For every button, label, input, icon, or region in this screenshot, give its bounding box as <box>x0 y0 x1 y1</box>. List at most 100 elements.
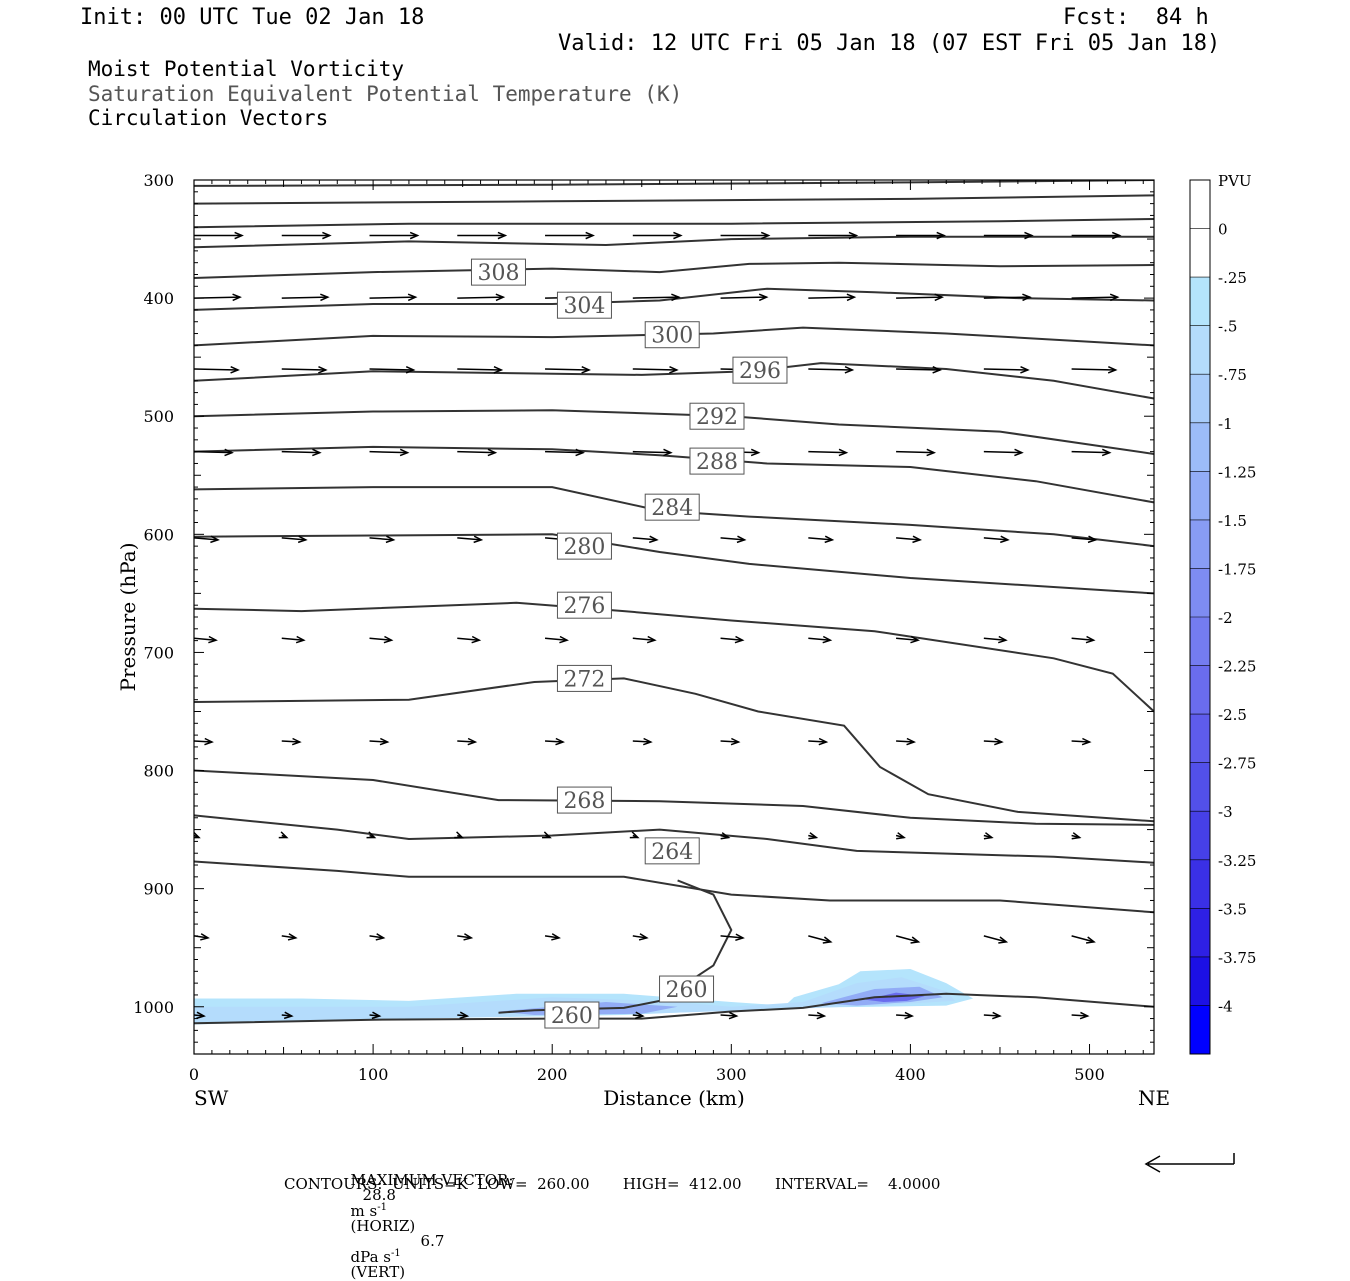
pv-shade-1 <box>194 977 956 1023</box>
contour-label: 304 <box>556 291 612 319</box>
contour-label-box <box>644 321 700 349</box>
contour-label-box <box>556 786 612 814</box>
x-tick-label: 500 <box>1074 1065 1105 1084</box>
vector-head <box>291 737 302 746</box>
vector-shaft <box>281 368 326 371</box>
contour-label-box <box>556 591 612 619</box>
vector-arrow <box>632 1011 645 1020</box>
vector-arrow <box>808 737 829 746</box>
vector-shaft <box>281 935 296 939</box>
vector-arrow <box>808 231 859 240</box>
colorbar-swatch <box>1190 180 1210 230</box>
vector-arrow <box>632 448 673 457</box>
vector-arrow <box>1071 737 1092 746</box>
vector-shaft <box>457 368 502 371</box>
vector-arrow <box>454 831 465 839</box>
vector-shaft <box>808 368 853 371</box>
contour-label: 308 <box>470 258 526 286</box>
vector-head <box>1081 737 1092 746</box>
colorbar-swatch <box>1190 519 1210 569</box>
vector-head <box>495 293 506 302</box>
vector-head <box>375 933 386 941</box>
vector-arrow <box>896 448 937 457</box>
vector-head <box>542 831 552 839</box>
colorbar-title: PVU <box>1218 172 1252 190</box>
vector-shaft <box>808 537 833 541</box>
plot-border <box>193 179 1155 1055</box>
contour-label-text: 260 <box>551 1004 593 1029</box>
vector-arrow <box>1071 935 1096 944</box>
x-axis-label: Distance (km) <box>603 1086 745 1110</box>
vector-arrow <box>632 635 657 644</box>
vector-arrow <box>983 293 1032 302</box>
vector-head <box>734 635 745 644</box>
vector-shaft <box>281 296 328 299</box>
y-axis-label: Pressure (hPa) <box>116 542 140 692</box>
vector-shaft <box>369 296 416 299</box>
vector-shaft <box>1071 450 1110 454</box>
colorbar-swatch <box>1190 374 1210 424</box>
horiz-tag: (HORIZ) <box>350 1217 416 1235</box>
vector-arrow <box>808 1011 827 1020</box>
vector-head <box>459 1011 470 1020</box>
vector-arrow <box>720 1011 739 1020</box>
colorbar-swatch <box>1190 714 1210 764</box>
contour-label-text: 304 <box>563 294 605 319</box>
colorbar-label: -2 <box>1218 609 1233 627</box>
vector-shaft <box>983 935 1007 943</box>
vector-arrow <box>1071 535 1098 544</box>
vector-head <box>648 535 659 544</box>
contour-label-text: 288 <box>696 450 738 475</box>
vector-arrow <box>632 293 681 302</box>
vector-head <box>844 366 855 374</box>
vector-head <box>838 448 849 457</box>
vector-arrow <box>281 366 328 374</box>
contour-label-box <box>556 664 612 692</box>
vector-head <box>463 933 474 941</box>
contour-label: 300 <box>644 321 700 349</box>
x-tick-label: 200 <box>537 1065 568 1084</box>
vector-head <box>1087 535 1098 544</box>
vector-arrow <box>544 933 561 941</box>
vector-arrow <box>369 737 390 746</box>
vector-arrow <box>545 366 591 374</box>
vector-arrow <box>457 1011 470 1020</box>
colorbar-swatch <box>1190 568 1210 618</box>
y-tick-label: 700 <box>143 643 174 662</box>
colorbar: PVU 0 -.25 -.5 -.75 -1 -1.25 -1.5 -1.75 -2 -2.25 -2… <box>1189 172 1256 1055</box>
theta-contour-14 <box>194 769 1154 826</box>
vector-head <box>551 933 561 941</box>
vector-arrow <box>983 1011 1002 1020</box>
vector-head <box>818 737 829 746</box>
vector-shaft <box>545 450 584 454</box>
vector-head <box>399 448 410 457</box>
vector-shaft <box>1071 740 1090 743</box>
vector-arrow <box>720 231 771 240</box>
theta-contours <box>194 180 1154 1025</box>
theta-contour-1 <box>194 194 1154 205</box>
theta-contour-3 <box>194 235 1154 249</box>
vector-head <box>295 635 306 644</box>
vector-arrow <box>808 448 849 457</box>
contour-label-text: 280 <box>563 535 605 560</box>
vector-head <box>278 831 289 839</box>
vector-shaft <box>281 740 300 743</box>
vector-shaft <box>457 537 482 541</box>
colorbar-swatch <box>1190 228 1210 278</box>
vector-head <box>383 635 394 644</box>
vector-arrow <box>1071 231 1122 240</box>
contour-label-text: 308 <box>477 261 519 286</box>
vector-head <box>673 231 683 240</box>
valid-time: Valid: 12 UTC Fri 05 Jan 18 (07 EST Fri … <box>558 31 1221 56</box>
contour-label-box <box>556 291 612 319</box>
vector-arrow <box>544 635 569 644</box>
vector-arrow <box>281 293 330 302</box>
vector-shaft <box>983 537 1008 541</box>
vector-head <box>208 635 218 644</box>
vector-arrow <box>281 933 298 941</box>
vector-arrow <box>457 933 474 941</box>
vector-head <box>473 535 484 544</box>
vector-arrow <box>369 366 416 374</box>
theta-contour-5 <box>194 287 1154 311</box>
axis-ticks: 0 100 200 300 400 500 300 400 500 600 700 800 900 100… <box>133 171 1154 1084</box>
